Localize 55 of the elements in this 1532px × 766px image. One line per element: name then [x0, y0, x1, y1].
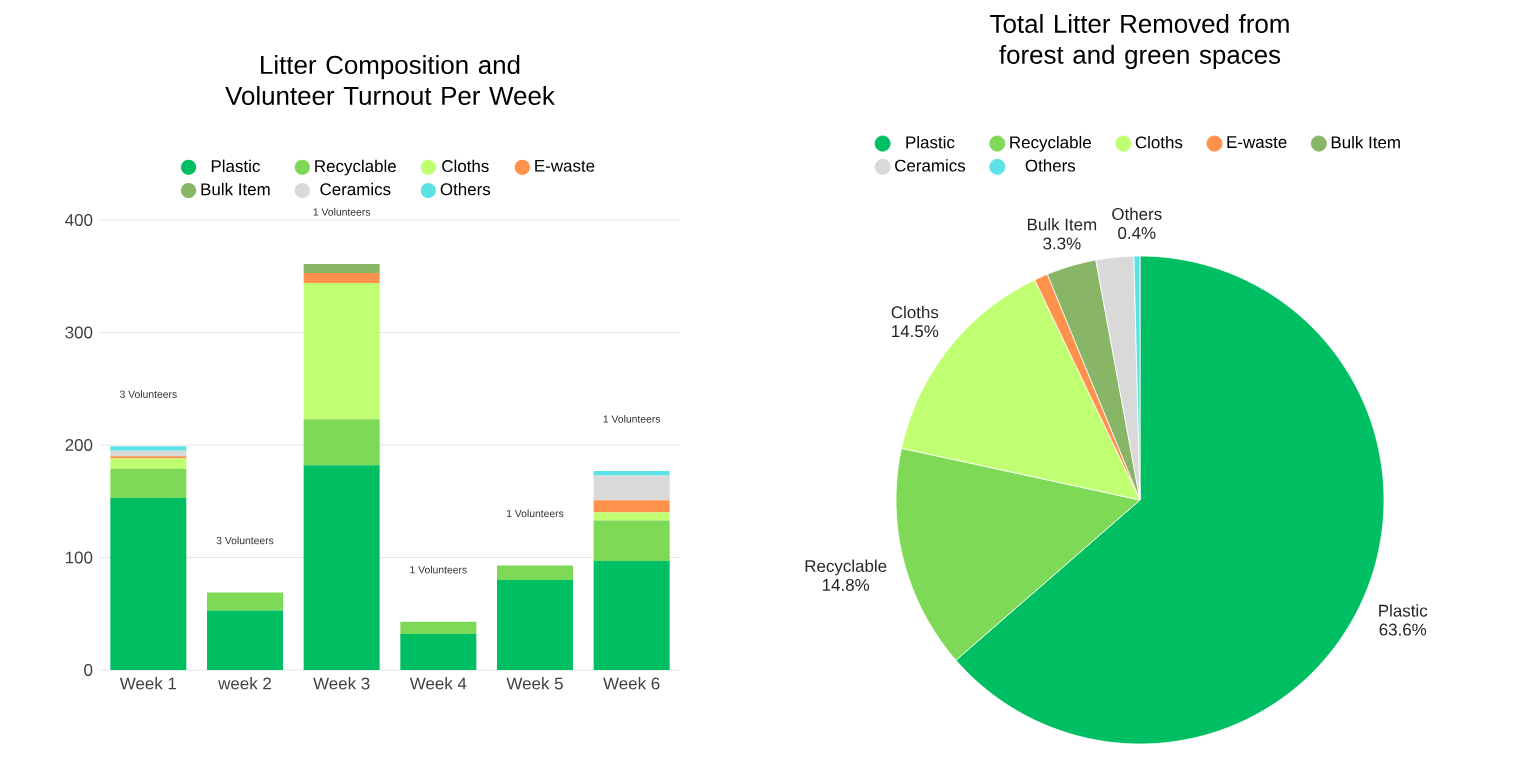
- legend-label: Plastic: [211, 159, 260, 173]
- y-tick-label: 100: [65, 551, 93, 564]
- legend-label: Others: [440, 182, 491, 196]
- data-label: 0.4%: [1118, 227, 1156, 239]
- legend-label: Bulk Item: [1331, 135, 1400, 149]
- bar: [110, 468, 187, 498]
- bar: [400, 634, 477, 670]
- legend-label: Ceramics: [895, 159, 966, 172]
- bar: [303, 263, 380, 273]
- legend-label: Plastic: [906, 135, 955, 149]
- data-label: 14.8%: [822, 578, 870, 591]
- legend-label: E-waste: [535, 159, 595, 172]
- y-tick-label: 400: [65, 214, 93, 226]
- bar: [593, 500, 670, 513]
- legend-label: Ceramics: [320, 182, 391, 196]
- data-label: 14.5%: [892, 325, 939, 338]
- bar: [593, 475, 670, 501]
- y-tick-label: 300: [65, 326, 93, 339]
- legend-label: Others: [1025, 159, 1076, 172]
- legend-label: Recyclable: [315, 159, 396, 176]
- data-label: 63.6%: [1379, 623, 1427, 636]
- x-tick-label: Week 4: [409, 677, 467, 690]
- legend-label: Bulk Item: [201, 182, 270, 196]
- slice-label: Recyclable: [805, 559, 887, 576]
- chart-title: Total Litter Removed from forest and green spaces: [990, 13, 1289, 69]
- x-tick-label: Week 5: [506, 677, 563, 690]
- bar: [207, 592, 283, 611]
- x-tick-label: Week 3: [313, 677, 370, 690]
- slice-label: Others: [1112, 207, 1162, 221]
- bar: [303, 419, 380, 466]
- bar: [593, 560, 670, 670]
- data-label: 3.3%: [1043, 237, 1081, 250]
- bar: [400, 621, 477, 634]
- bar: [497, 580, 573, 670]
- legend-label: Cloths: [442, 159, 489, 173]
- y-tick-label: 200: [65, 439, 93, 451]
- bar: [303, 465, 380, 670]
- bar: [303, 272, 380, 283]
- x-tick-label: Week 6: [603, 677, 660, 690]
- bar: [207, 610, 283, 670]
- slice-label: Plastic: [1379, 604, 1428, 617]
- x-tick-label: week 2: [218, 677, 271, 690]
- bar: [110, 458, 187, 469]
- legend-label: Recyclable: [1010, 135, 1091, 152]
- y-tick-label: 0: [84, 664, 93, 676]
- bar: [303, 283, 380, 420]
- bar: [110, 497, 187, 670]
- chart-title: Litter Composition and Volunteer Turnout Per Week: [225, 55, 555, 105]
- bar: [593, 520, 670, 561]
- slice-label: Bulk Item: [1027, 218, 1097, 231]
- legend-label: E-waste: [1227, 136, 1287, 149]
- bar: [497, 565, 573, 580]
- slice-label: Cloths: [891, 305, 939, 319]
- legend-label: Cloths: [1135, 135, 1183, 149]
- x-tick-label: Week 1: [119, 677, 177, 690]
